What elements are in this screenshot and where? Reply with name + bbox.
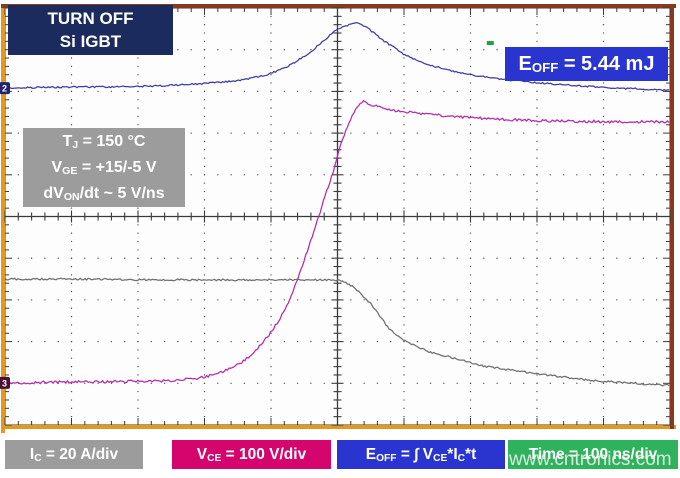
legend-eoff-label: EOFF = ∫ VCE*IC*t: [365, 445, 477, 464]
param-junction-temp: TJ = 150 °C: [62, 132, 146, 151]
watermark-text: www.cntronics.com: [509, 449, 672, 470]
legend-eoff-formula: EOFF = ∫ VCE*IC*t: [337, 440, 505, 469]
legend-ic-label: IC = 20 A/div: [29, 445, 119, 464]
legend-vce-scale: VCE = 100 V/div: [172, 440, 331, 469]
legend-vce-label: VCE = 100 V/div: [196, 445, 307, 464]
title-line-1: TURN OFF: [47, 9, 134, 28]
param-gate-voltage: VGE = +15/-5 V: [51, 158, 157, 177]
title-line-2: Si IGBT: [59, 32, 122, 51]
legend-ic-scale: IC = 20 A/div: [5, 440, 143, 469]
eoff-readout-box: EOFF = 5.44 mJ: [505, 47, 668, 81]
title-box: TURN OFF Si IGBT: [8, 5, 173, 55]
legend-time-scale: Time = 100 ns/div: [508, 440, 678, 469]
test-conditions-box: TJ = 150 °C VGE = +15/-5 V dVON/dt ~ 5 V…: [23, 128, 185, 207]
svg-text:3: 3: [2, 378, 7, 388]
param-dvdt: dVON/dt ~ 5 V/ns: [43, 184, 165, 203]
svg-text:2: 2: [2, 84, 7, 94]
eoff-readout-value: EOFF = 5.44 mJ: [518, 52, 655, 76]
legend-time-label: Time = 100 ns/div: [528, 445, 658, 463]
